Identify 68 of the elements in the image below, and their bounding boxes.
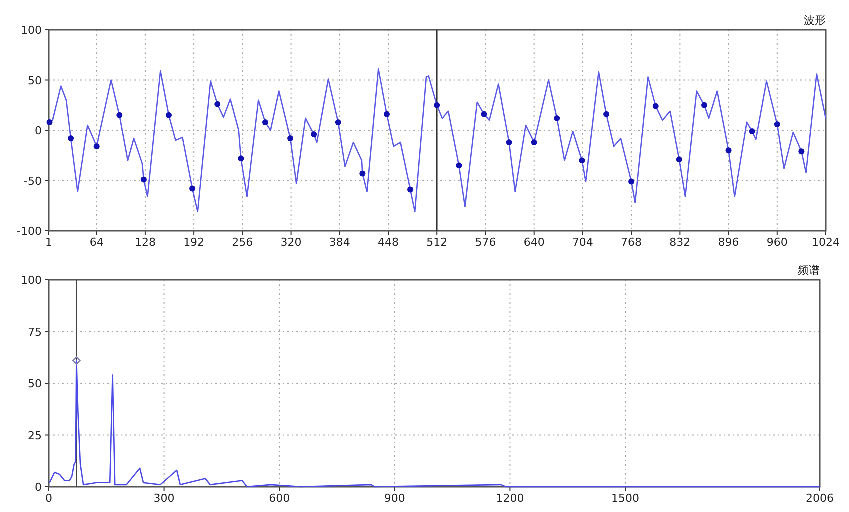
x-tick-label: 768 — [621, 236, 642, 249]
point — [652, 103, 659, 110]
y-tick-label: 25 — [28, 429, 42, 442]
point — [726, 148, 732, 154]
point — [676, 156, 682, 163]
point — [554, 115, 560, 122]
point — [628, 178, 635, 185]
point — [434, 102, 440, 108]
y-tick-label: 50 — [28, 74, 42, 88]
y-tick-label: 100 — [21, 24, 42, 37]
chart-title: 频谱 — [798, 264, 820, 277]
point — [506, 140, 512, 146]
x-tick-label: 0 — [46, 492, 52, 505]
x-tick-label: 1500 — [612, 492, 640, 505]
point — [46, 119, 53, 126]
point — [360, 170, 366, 177]
x-tick-label: 576 — [475, 236, 496, 249]
point — [408, 186, 414, 193]
point — [68, 136, 74, 142]
point — [94, 144, 100, 150]
y-tick-label: 0 — [35, 124, 42, 138]
x-tick-label: 192 — [184, 236, 205, 249]
point — [384, 111, 390, 118]
point — [116, 112, 123, 118]
point — [238, 156, 244, 162]
x-tick-label: 512 — [426, 236, 448, 249]
point — [335, 119, 342, 126]
x-tick-label: 128 — [134, 236, 156, 249]
x-tick-label: 640 — [524, 236, 545, 249]
x-tick-label: 384 — [329, 236, 350, 249]
point — [190, 186, 196, 192]
point — [140, 176, 147, 183]
chart-title: 波形 — [804, 14, 826, 27]
x-tick-label: 1 — [46, 236, 52, 249]
x-tick-label: 900 — [384, 492, 406, 505]
y-tick-label: -50 — [24, 174, 42, 188]
point — [579, 158, 586, 164]
x-tick-label: 832 — [670, 236, 691, 249]
point — [774, 121, 780, 128]
point — [214, 101, 221, 108]
point — [701, 102, 708, 108]
point — [798, 148, 805, 155]
point — [166, 112, 172, 118]
x-tick-label: 448 — [378, 236, 400, 249]
x-tick-label: 300 — [154, 492, 175, 505]
x-tick-label: 960 — [766, 236, 788, 249]
x-tick-label: 256 — [232, 236, 254, 249]
point — [456, 162, 462, 169]
y-tick-label: 50 — [28, 378, 42, 390]
point — [603, 111, 610, 118]
y-tick-label: 100 — [21, 274, 42, 287]
point — [288, 136, 294, 142]
x-tick-label: 2006 — [806, 492, 834, 505]
x-tick-label: 320 — [280, 236, 302, 249]
x-tick-label: 1024 — [812, 236, 840, 249]
x-tick-label: 704 — [572, 236, 594, 249]
x-tick-label: 1200 — [496, 492, 524, 505]
y-tick-label: 75 — [28, 326, 42, 339]
x-tick-label: 896 — [718, 236, 740, 249]
x-tick-label: 600 — [269, 492, 290, 505]
point — [262, 119, 268, 126]
y-tick-label: 0 — [35, 481, 42, 494]
y-tick-label: -100 — [17, 225, 42, 238]
x-tick-label: 64 — [90, 236, 104, 249]
point — [481, 111, 488, 118]
point — [749, 128, 756, 135]
point — [311, 132, 318, 138]
point — [531, 140, 538, 146]
